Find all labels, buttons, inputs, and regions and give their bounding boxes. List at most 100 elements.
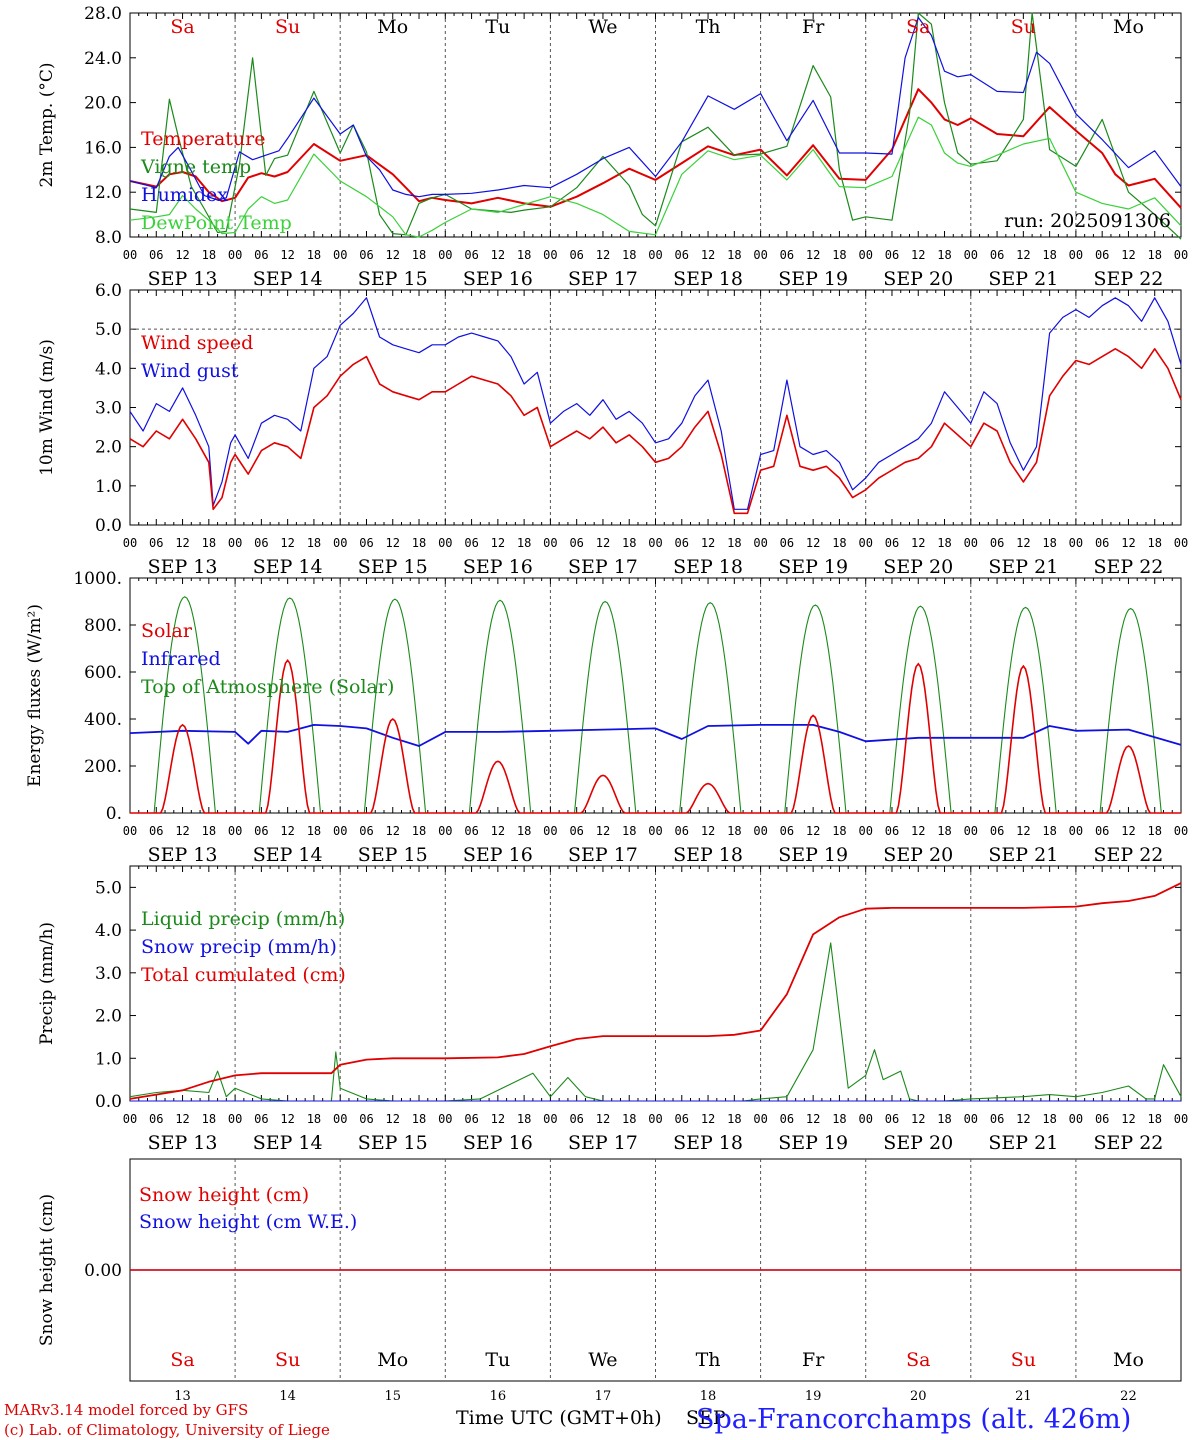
hour-label: 12 [1121,1112,1135,1126]
y-tick-label: 0.0 [95,1092,122,1112]
hour-label: 12 [911,1112,925,1126]
y-tick-label: 4.0 [95,359,122,379]
hour-label: 00 [753,1112,767,1126]
hour-label: 06 [1095,1112,1109,1126]
hour-label: 00 [543,536,557,550]
y-tick-label: 5.0 [95,320,122,340]
hour-label: 12 [386,824,400,838]
day-number: 20 [910,1389,927,1404]
station-name: Spa-Francorchamps (alt. 426m) [696,1404,1132,1435]
hour-label: 12 [596,248,610,262]
y-tick-label: 2.0 [95,1007,122,1027]
legend-entry: Solar [141,620,193,642]
panel-4: 0.0 1.0 2.0 3.0 4.0 5.0 Precip (mm/h) Liquid pr… [37,865,1188,1154]
hour-label: 00 [964,248,978,262]
date-label: SEP 21 [988,1132,1058,1154]
hour-label: 06 [780,824,794,838]
hour-label: 18 [1042,1112,1056,1126]
hour-label: 18 [412,1112,426,1126]
hour-label: 00 [1174,824,1188,838]
y-axis-label: 10m Wind (m/s) [37,339,57,476]
weekday-label: We [588,1349,617,1371]
hour-label: 00 [648,1112,662,1126]
temp-series-line [129,12,1182,240]
hour-label: 18 [202,248,216,262]
hour-label: 06 [359,1112,373,1126]
date-label: SEP 15 [358,268,428,290]
date-label: SEP 21 [988,844,1058,866]
y-tick-label: 6.0 [95,281,122,301]
date-label: SEP 14 [253,556,323,578]
date-label: SEP 22 [1094,1132,1164,1154]
hour-label: 18 [832,248,846,262]
weekday-label: Sa [170,1349,194,1371]
hour-label: 06 [359,248,373,262]
hour-label: 18 [517,824,531,838]
weekday-label: Sa [170,16,194,38]
day-number: 14 [279,1389,296,1404]
date-label: SEP 19 [778,1132,848,1154]
hour-label: 00 [333,824,347,838]
temp-series-line [129,116,1182,238]
date-label: SEP 20 [883,1132,953,1154]
date-label: SEP 17 [568,268,638,290]
legend-entry: Temperature [141,128,265,150]
model-credit: MARv3.14 model forced by GFS [4,1401,249,1419]
hour-label: 18 [622,1112,636,1126]
hour-label: 18 [622,248,636,262]
date-label: SEP 13 [148,268,218,290]
date-label: SEP 14 [253,1132,323,1154]
hour-label: 12 [911,248,925,262]
date-label: SEP 22 [1094,268,1164,290]
hour-label: 06 [149,248,163,262]
y-tick-label: 24.0 [84,49,122,69]
date-label: SEP 20 [883,844,953,866]
day-number: 16 [490,1389,507,1404]
hour-label: 06 [780,1112,794,1126]
hour-label: 12 [280,824,294,838]
hour-label: 00 [543,248,557,262]
hour-label: 00 [123,824,137,838]
y-tick-label: 4.0 [95,921,122,941]
hour-label: 00 [228,248,242,262]
hour-label: 18 [1042,536,1056,550]
day-number: 21 [1015,1389,1032,1404]
hour-label: 06 [359,536,373,550]
panel-3: 0. 200. 400. 600. 800. 1000. Energy fluxes (W/… [25,569,1188,866]
y-tick-label: 200. [84,757,122,777]
weekday-label: Fr [802,16,825,38]
hour-label: 18 [727,248,741,262]
hour-label: 12 [1121,824,1135,838]
date-label: SEP 17 [568,556,638,578]
weekday-label: Sa [906,16,930,38]
date-label: SEP 21 [988,268,1058,290]
hour-label: 12 [701,536,715,550]
hour-label: 06 [990,248,1004,262]
weekday-label: Mo [377,1349,408,1371]
date-label: SEP 18 [673,268,743,290]
date-label: SEP 21 [988,556,1058,578]
hour-label: 00 [964,1112,978,1126]
hour-label: 00 [964,536,978,550]
hour-label: 18 [622,824,636,838]
day-number: 19 [805,1389,822,1404]
hour-label: 06 [675,248,689,262]
hour-label: 06 [675,1112,689,1126]
hour-label: 12 [175,824,189,838]
hour-label: 00 [228,824,242,838]
hour-label: 12 [701,1112,715,1126]
hour-label: 12 [911,824,925,838]
hour-label: 00 [858,248,872,262]
plot-frame [129,12,1182,238]
hour-label: 18 [517,536,531,550]
y-tick-label: 1.0 [95,1049,122,1069]
y-tick-label: 1000. [73,569,122,589]
temp-series-line [129,16,1182,201]
hour-label: 06 [149,824,163,838]
hour-label: 00 [1174,248,1188,262]
weekday-label: Sa [906,1349,930,1371]
hour-label: 18 [937,1112,951,1126]
date-label: SEP 15 [358,1132,428,1154]
hour-label: 18 [412,824,426,838]
